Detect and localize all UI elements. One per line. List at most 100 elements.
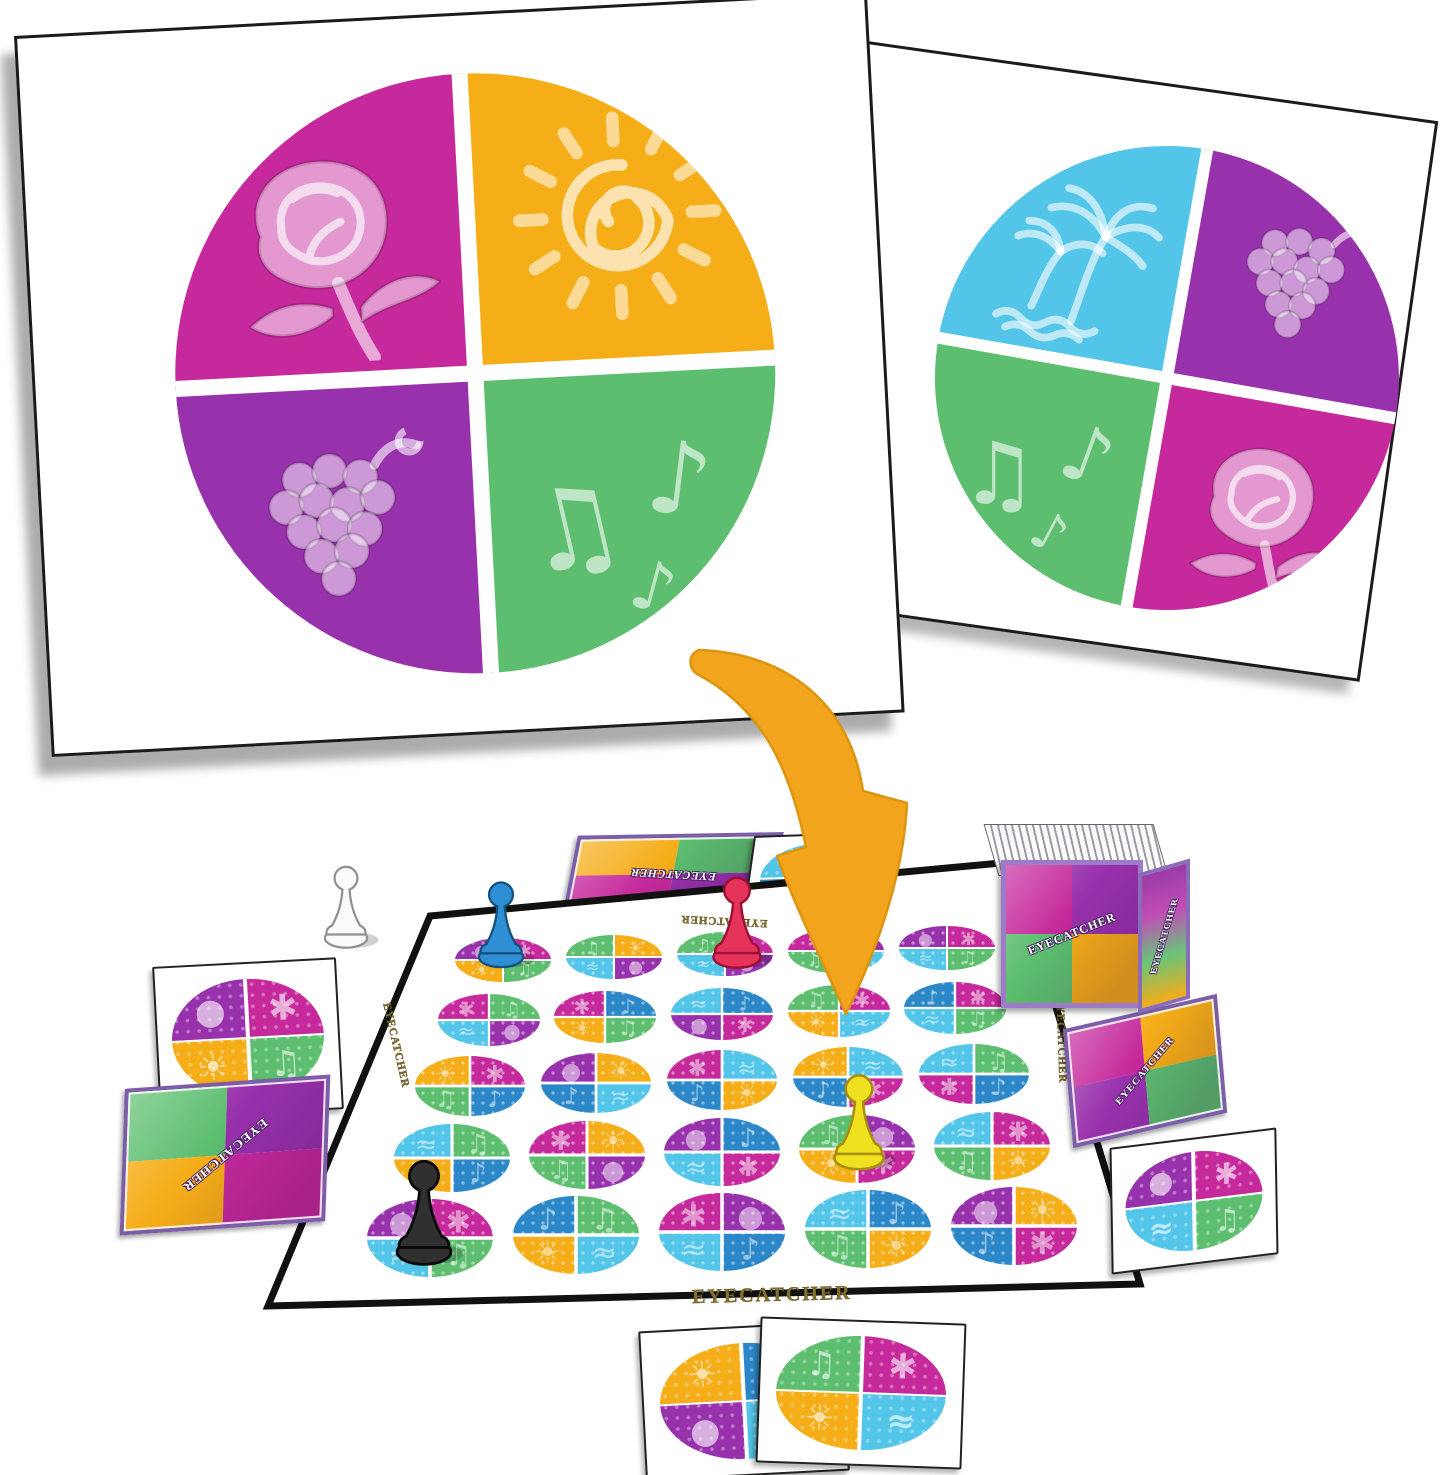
circle-quadrant-magenta xyxy=(554,991,605,1017)
quadrant-symbol-glyph: ✱ xyxy=(872,1149,894,1180)
circle-quadrant-blue xyxy=(667,1080,722,1110)
circle-quadrant-blue xyxy=(541,1083,596,1113)
board-circle-r1c3: ♫ ✱ ≈ ● xyxy=(677,932,773,976)
circle-quadrant-magenta xyxy=(438,994,489,1020)
circle-quadrant-purple xyxy=(857,1115,915,1149)
quadrant-symbol-glyph: ♫ xyxy=(591,1203,618,1238)
circle-quadrant-blue xyxy=(513,1196,576,1235)
circle-quadrant-light-blue xyxy=(671,988,722,1014)
circle-quadrant-light-blue xyxy=(566,957,614,979)
quadrant-symbol-glyph: ≈ xyxy=(863,1051,883,1079)
board-circle-r5c5: ● ☀ ♪ ✱ xyxy=(951,1187,1077,1265)
quadrant-symbol-glyph: ☀ xyxy=(736,1079,757,1107)
circle-quadrant-yellow-orange xyxy=(788,1011,839,1037)
quadrant-symbol-glyph: ● xyxy=(561,1057,581,1085)
quadrant-symbol-glyph: ♪ xyxy=(887,1197,906,1232)
mini-quadrant-yellow-orange xyxy=(657,1342,746,1407)
mini-quadrant-yellow-orange xyxy=(774,1389,863,1450)
mini-quadrant-light-blue xyxy=(759,843,817,880)
quadrant-symbol-glyph: ♫ xyxy=(435,1085,456,1113)
circle-quadrant-magenta xyxy=(788,929,836,951)
board-circle-r3c5: ≈ ♫ ✱ ♪ xyxy=(919,1044,1029,1104)
quadrant-symbol-glyph: ✱ xyxy=(863,1076,883,1104)
circle-quadrant-blue xyxy=(793,1077,848,1107)
quadrant-symbol-glyph: ✱ xyxy=(458,997,475,1021)
pawn-shadow xyxy=(325,932,379,948)
mini-quadrant-magenta xyxy=(243,974,324,1040)
circle-quadrant-yellow-orange xyxy=(1014,1187,1077,1226)
circle-quadrant-yellow-orange xyxy=(587,1121,645,1155)
circle-quadrant-purple xyxy=(587,1155,645,1189)
quadrant-symbol-glyph: ≈ xyxy=(939,1048,959,1076)
pawn-shadow xyxy=(396,1243,464,1265)
quadrant-symbol-glyph: ♪ xyxy=(470,1158,487,1189)
circle-quadrant-blue xyxy=(974,1074,1029,1104)
circle-quadrant-green xyxy=(934,1146,992,1180)
board-circle-r4c4: ♫ ● ☀ ✱ xyxy=(799,1115,915,1183)
quadrant-symbol-glyph: ✱ xyxy=(961,930,975,950)
board-circle-r5c3: ✱ ● ≈ ♪ xyxy=(659,1193,785,1271)
card-back-right: EYECATCHER xyxy=(1062,993,1228,1149)
quadrant-symbol-glyph: ♫ xyxy=(445,1238,472,1273)
quadrant-symbol-glyph: ♪ xyxy=(976,1226,995,1261)
board-circle-r4c3: ● ♪ ≈ ✱ xyxy=(664,1118,780,1186)
circle-quadrant-purple xyxy=(951,1187,1014,1226)
quadrant-symbol-glyph: ♫ xyxy=(969,1007,987,1031)
quadrant-symbol-glyph: ● xyxy=(684,1123,707,1154)
quadrant-symbol-glyph: ≈ xyxy=(850,951,864,971)
board-circle-r2c4: ♫ ✱ ☀ ≈ xyxy=(788,985,890,1037)
circle-quadrant-purple xyxy=(541,1053,596,1083)
circle-quadrant-light-blue xyxy=(919,1044,974,1074)
circle-quadrant-green xyxy=(576,1196,639,1235)
circle-quadrant-purple xyxy=(671,1014,722,1040)
quadrant-symbol-glyph: ☀ xyxy=(435,1060,456,1088)
quadrant-symbol-glyph: ✱ xyxy=(1007,1117,1029,1148)
circle-quadrant-yellow-orange xyxy=(554,1017,605,1043)
quadrant-symbol-glyph: ✱ xyxy=(550,1126,572,1157)
quadrant-symbol-glyph: ☀ xyxy=(414,1158,438,1189)
mini-quadrant-yellow-orange xyxy=(810,842,867,878)
circle-quadrant-purple xyxy=(899,926,947,948)
quadrant-symbol-glyph: ● xyxy=(737,1200,764,1235)
circle-quadrant-blue xyxy=(722,1118,780,1152)
circle-quadrant-yellow-orange xyxy=(799,1149,857,1183)
quadrant-symbol-glyph: ● xyxy=(972,1194,999,1229)
quadrant-symbol-glyph: ● xyxy=(850,933,865,953)
circle-quadrant-light-blue xyxy=(367,1238,430,1277)
pawn-yellow xyxy=(833,1074,885,1171)
circle-quadrant-magenta xyxy=(659,1193,722,1232)
circle-quadrant-blue xyxy=(470,1086,525,1116)
board-circle-r1c4: ✱ ● ♫ ≈ xyxy=(788,929,884,973)
circle-quadrant-purple xyxy=(725,954,773,976)
circle-quadrant-light-blue xyxy=(438,1020,489,1046)
circle-quadrant-purple xyxy=(836,929,884,951)
quadrant-symbol-glyph: ✱ xyxy=(737,1152,759,1183)
quadrant-symbol-glyph: ≈ xyxy=(389,1238,414,1273)
mini-quadrant-magenta xyxy=(859,1336,948,1397)
quadrant-symbol-glyph: ● xyxy=(872,1120,895,1151)
quadrant-symbol-glyph: ☀ xyxy=(601,1126,625,1157)
quadrant-symbol-glyph: ≈ xyxy=(458,1019,475,1043)
circle-quadrant-green xyxy=(799,1115,857,1149)
circle-quadrant-light-blue xyxy=(904,1008,955,1034)
circle-quadrant-blue xyxy=(605,991,656,1017)
quadrant-symbol-glyph: ♫ xyxy=(549,1155,573,1186)
circle-quadrant-green xyxy=(489,994,540,1020)
circle-quadrant-green xyxy=(974,1044,1029,1074)
music-icon xyxy=(938,385,1128,577)
mini-quadrant-purple xyxy=(660,1399,749,1464)
pawn-white xyxy=(323,865,369,949)
circle-quadrant-yellow-orange xyxy=(722,1080,777,1110)
board-circle-r2c2: ✱ ♪ ☀ ♫ xyxy=(554,991,656,1043)
circle-quadrant-green xyxy=(529,1155,587,1189)
quadrant-symbol-glyph: ☀ xyxy=(474,960,489,980)
quadrant-symbol-glyph: ♫ xyxy=(988,1048,1009,1076)
card-deck-box: EYECATCHER EYECATCHER xyxy=(983,822,1190,1014)
quadrant-symbol-glyph: ● xyxy=(474,942,489,962)
quadrant-symbol-glyph: ✱ xyxy=(687,1054,707,1082)
board-circle-r1c5: ● ✱ ≈ ♫ xyxy=(899,926,995,970)
circle-quadrant-purple xyxy=(455,938,503,960)
board-circle-r4c5: ≈ ✱ ♫ ☀ xyxy=(934,1112,1050,1180)
grapes-icon xyxy=(213,392,478,657)
quadrant-symbol-glyph: ♫ xyxy=(807,988,825,1012)
